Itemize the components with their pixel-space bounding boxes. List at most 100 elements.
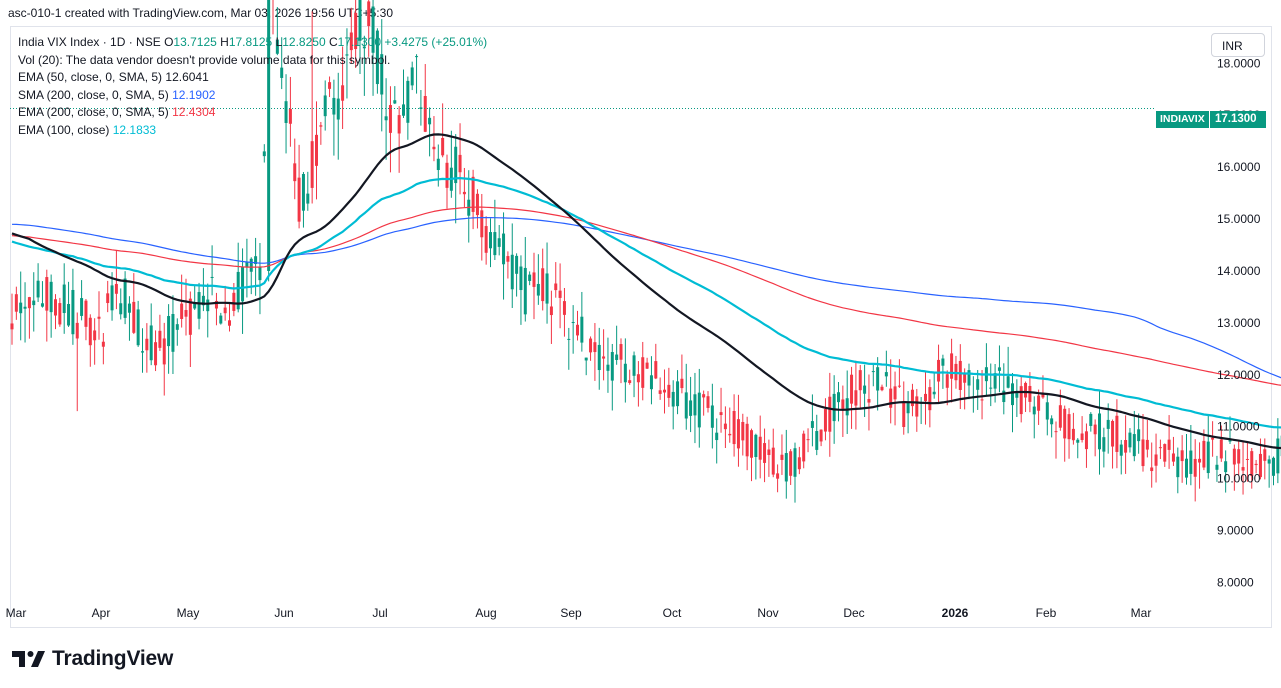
candle-body xyxy=(214,300,218,309)
candle-body xyxy=(1011,383,1014,406)
candle-body xyxy=(1102,437,1106,452)
legend-volume-row[interactable]: Vol (20): The data vendor doesn't provid… xyxy=(18,52,391,67)
candle-body xyxy=(1245,458,1249,460)
symbol-title: India VIX Index · 1D · NSE xyxy=(18,35,161,49)
candle-body xyxy=(958,360,962,390)
candle-body xyxy=(1045,402,1049,420)
candle-body xyxy=(1098,413,1101,450)
candle-body xyxy=(254,256,258,265)
candle-body xyxy=(558,290,562,298)
candle-body xyxy=(515,255,519,274)
candle-body xyxy=(667,384,671,398)
candle-body xyxy=(502,233,506,265)
candle-body xyxy=(893,386,897,400)
candle-body xyxy=(375,30,379,85)
candle-body xyxy=(345,54,349,56)
y-tick-label: 11.0000 xyxy=(1217,420,1260,434)
candle-body xyxy=(693,394,697,416)
candle-body xyxy=(989,387,993,389)
candle-body xyxy=(1145,439,1149,450)
legend-sma200-row[interactable]: SMA (200, close, 0, SMA, 5) 12.1902 xyxy=(18,87,487,105)
candle-body xyxy=(806,439,810,441)
candle-body xyxy=(519,266,523,291)
candle-body xyxy=(1254,463,1258,466)
candle-body xyxy=(328,82,332,89)
ohlc-open-value: 13.7125 xyxy=(173,35,217,49)
candle-body xyxy=(1015,392,1019,398)
candle-body xyxy=(554,283,558,291)
candle-body xyxy=(523,267,527,315)
candle-body xyxy=(549,306,553,316)
candle-body xyxy=(497,238,501,247)
candle-body xyxy=(845,398,849,416)
candle-body xyxy=(1115,415,1119,452)
candle-body xyxy=(445,162,449,188)
candle-body xyxy=(136,309,140,346)
candle-body xyxy=(1071,428,1075,441)
candle-body xyxy=(1076,439,1080,443)
candle-body xyxy=(571,322,575,324)
candle-body xyxy=(580,316,584,343)
candle-body xyxy=(1002,390,1006,403)
candle-body xyxy=(454,146,458,184)
candle-body xyxy=(536,283,540,296)
x-tick-label: Jun xyxy=(274,606,293,620)
candle-body xyxy=(245,262,249,267)
tradingview-logo[interactable]: TradingView xyxy=(12,646,173,672)
candle-body xyxy=(1206,441,1210,474)
candle-body xyxy=(123,278,127,318)
ema200-label: EMA (200, close, 0, SMA, 5) xyxy=(18,105,169,119)
ema200-line xyxy=(11,206,1281,386)
candle-body xyxy=(619,344,623,360)
candle-body xyxy=(858,370,862,391)
candle-body xyxy=(654,361,658,379)
candle-body xyxy=(188,298,192,335)
candle-body xyxy=(71,289,75,335)
candle-body xyxy=(1232,448,1236,465)
candle-body xyxy=(1219,439,1223,459)
candle-body xyxy=(380,54,384,95)
sma200-value: 12.1902 xyxy=(172,87,216,102)
candle-body xyxy=(1167,439,1171,450)
candle-body xyxy=(684,392,688,419)
x-tick-label: 2026 xyxy=(942,606,969,620)
candle-body xyxy=(754,434,758,458)
candle-body xyxy=(902,402,906,428)
legend-ema100-row[interactable]: EMA (100, close) 12.1833 xyxy=(18,122,487,140)
candle-body xyxy=(1080,433,1084,441)
candle-body xyxy=(19,302,23,314)
candle-body xyxy=(810,421,814,428)
candle-body xyxy=(10,323,14,330)
candle-body xyxy=(1267,459,1271,464)
candle-body xyxy=(267,0,271,271)
candle-body xyxy=(1263,449,1267,461)
candle-body xyxy=(297,177,301,222)
candle-body xyxy=(784,453,788,482)
candle-body xyxy=(706,396,710,408)
candle-body xyxy=(62,284,66,314)
chart-caption: asc-010-1 created with TradingView.com, … xyxy=(8,6,393,20)
candle-body xyxy=(658,390,662,394)
candle-body xyxy=(97,316,101,319)
candle-body xyxy=(628,380,632,383)
candle-body xyxy=(262,151,266,157)
candle-body xyxy=(210,276,214,278)
currency-button[interactable]: INR xyxy=(1211,33,1265,57)
candle-body xyxy=(976,379,980,390)
candle-body xyxy=(589,338,593,353)
ema50-label: EMA (50, close, 0, SMA, 5) xyxy=(18,70,163,84)
candle-body xyxy=(58,303,62,325)
legend-ema200-row[interactable]: EMA (200, close, 0, SMA, 5) 12.4304 xyxy=(18,104,487,122)
candle-body xyxy=(832,393,836,422)
candle-body xyxy=(1272,457,1275,476)
candle-body xyxy=(1058,405,1062,428)
last-price-symbol-tag: INDIAVIX xyxy=(1156,111,1209,128)
candle-body xyxy=(510,254,514,290)
candle-body xyxy=(397,115,401,134)
candle-body xyxy=(1180,450,1184,462)
legend-ema50-row[interactable]: EMA (50, close, 0, SMA, 5) 12.6041 xyxy=(18,69,487,87)
legend-symbol-row[interactable]: India VIX Index · 1D · NSE O13.7125 H17.… xyxy=(18,34,487,52)
candle-body xyxy=(145,338,149,351)
candle-body xyxy=(219,315,223,324)
